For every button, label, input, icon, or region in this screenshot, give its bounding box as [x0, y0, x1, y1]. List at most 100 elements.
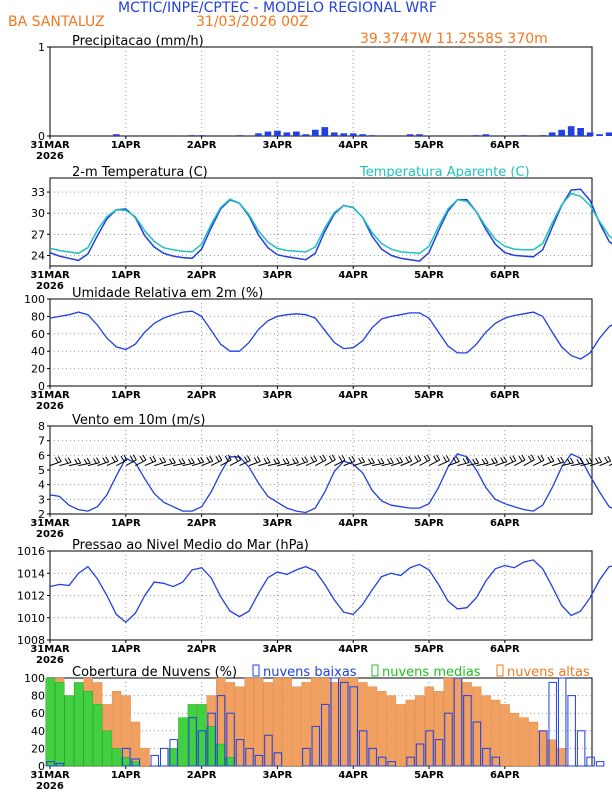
wind-barb-flag — [67, 457, 72, 463]
wind-barb — [495, 461, 507, 467]
y-tick-label-precip: 0 — [38, 130, 45, 143]
cloud-bar-low — [567, 695, 576, 767]
y-tick-label-pres: 1014 — [17, 567, 45, 580]
cloud-bar-low — [197, 730, 207, 767]
panel-frame-precip — [49, 46, 593, 137]
wind-barb-flag — [380, 457, 385, 464]
wind-barb — [533, 459, 545, 467]
wind-barb-flag — [86, 457, 91, 464]
cloud-bar-high — [500, 704, 510, 767]
wind-barb-flag — [585, 458, 590, 465]
wind-barb-flag — [319, 455, 324, 462]
x-tick-label-rh: 5APR — [414, 390, 444, 401]
cloud-bar-low — [302, 747, 311, 767]
precip-bar — [359, 134, 367, 136]
cloud-bar-low — [576, 730, 586, 767]
cloud-bar-high — [282, 677, 292, 767]
wind-barb — [68, 462, 81, 467]
cloud-bar-low — [254, 754, 264, 767]
wind-barb — [229, 459, 241, 467]
chart-title: MCTIC/INPE/CPTEC - MODELO REGIONAL WRF — [118, 0, 437, 16]
wind-barb — [419, 459, 431, 467]
precip-bar — [349, 133, 357, 136]
wind-barb-flag — [417, 455, 422, 461]
precip-bar — [236, 135, 243, 136]
x-tick-label-cloud: 4APR — [338, 770, 368, 781]
x-tick-label-rh: 1APR — [111, 390, 141, 401]
x-tick-label-precip: 5APR — [414, 140, 444, 151]
wind-barb-flag — [292, 458, 296, 464]
cloud-bar-mid — [178, 717, 188, 767]
wind-barb-flag — [377, 458, 382, 465]
precip-bar — [416, 134, 423, 136]
wind-barb — [466, 462, 479, 467]
wind-barb — [173, 462, 186, 467]
y-tick-label-wind: 6 — [38, 449, 45, 462]
x-tick-label-cloud: 2APR — [187, 770, 217, 781]
cloud-bar-low — [235, 739, 245, 767]
wind-barb — [372, 462, 385, 467]
cloud-bar-low — [406, 756, 415, 767]
wind-barb — [116, 459, 128, 467]
wind-barb-flag — [472, 458, 477, 465]
cloud-bar-low — [159, 747, 169, 767]
cloud-bar-low — [340, 681, 349, 767]
wind-barb-flag — [301, 457, 306, 463]
precip-bar — [605, 132, 612, 136]
wind-barb — [97, 461, 109, 467]
cloud-bar-high — [140, 748, 150, 767]
panel-title-temp: 2-m Temperatura (C) — [72, 165, 208, 180]
wind-barb-flag — [396, 457, 401, 464]
precip-bar — [539, 135, 547, 136]
x-tick-label-pres: 6APR — [490, 644, 520, 655]
x-tick-label-temp: 5APR — [414, 270, 444, 281]
wind-barb — [438, 460, 450, 467]
y-tick-label-wind: 3 — [38, 493, 45, 506]
wind-barb — [571, 462, 584, 467]
x-tick-label-cloud: 5APR — [414, 770, 444, 781]
wind-barb-flag — [595, 457, 600, 464]
cloud-bar-low — [46, 761, 55, 767]
wind-barb — [428, 459, 440, 467]
wind-barb-flag — [64, 458, 69, 464]
y-tick-label-rh: 0 — [38, 380, 45, 393]
wind-barb-flag — [132, 454, 137, 461]
y-tick-label-pres: 1012 — [17, 590, 45, 603]
precip-bar — [255, 133, 262, 136]
x-tick-label-cloud: 1APR — [111, 770, 141, 781]
cloud-bar-low — [321, 703, 330, 767]
wind-barb — [362, 462, 375, 467]
x-tick-label-wind: 4APR — [338, 518, 368, 529]
wind-barb — [220, 459, 232, 467]
cloud-bar-low — [415, 743, 425, 767]
x-tick-label-temp: 4APR — [338, 270, 368, 281]
cloud-bar-low — [122, 747, 131, 767]
wind-barb-flag — [253, 457, 258, 463]
x-tick-label-wind: 5APR — [414, 518, 444, 529]
y-tick-label-wind: 7 — [38, 435, 45, 448]
wind-barb-flag — [159, 457, 164, 464]
wind-barb-flag — [569, 457, 574, 464]
x-tick-label-precip: 4APR — [338, 140, 368, 151]
wind-barb — [514, 459, 526, 467]
cloud-bar-low — [472, 721, 482, 767]
precip-bar — [311, 129, 319, 136]
wind-barb-flag — [331, 454, 336, 461]
wind-barb-flag — [426, 454, 431, 461]
cloud-bar-low — [377, 756, 387, 767]
cloud-bar-high — [254, 677, 264, 767]
x-tick-label-precip: 6APR — [490, 140, 520, 151]
x-tick-label-pres: 5APR — [414, 644, 444, 655]
y-tick-label-cloud: 0 — [38, 760, 45, 773]
wind-barb-flag — [187, 458, 192, 465]
wind-barb — [390, 461, 403, 467]
panel-title-pres: Pressao ao Nivel Medio do Mar (hPa) — [72, 538, 309, 553]
y-tick-label-rh: 40 — [31, 345, 45, 358]
wind-barb — [267, 462, 280, 467]
wind-barb-flag — [540, 455, 545, 461]
y-tick-label-temp: 24 — [31, 249, 45, 262]
wind-barb-flag — [120, 455, 125, 462]
wind-barb-flag — [162, 456, 167, 463]
y-tick-label-precip: 1 — [38, 41, 45, 54]
y-tick-label-temp: 27 — [31, 228, 45, 241]
